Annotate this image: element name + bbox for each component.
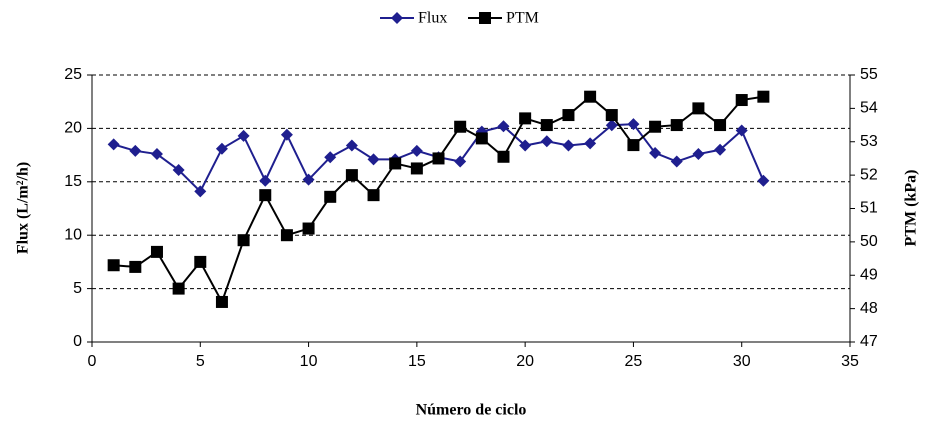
- marker: [107, 138, 120, 151]
- legend-marker: [479, 12, 491, 24]
- marker: [540, 119, 553, 132]
- y2-tick-label: 50: [860, 233, 878, 250]
- y-tick-label: 25: [64, 66, 82, 83]
- x-tick-label: 35: [841, 353, 859, 370]
- y2-tick-label: 52: [860, 166, 878, 183]
- marker: [172, 282, 185, 295]
- marker: [324, 190, 337, 203]
- marker: [605, 119, 618, 132]
- marker: [215, 142, 228, 155]
- marker: [302, 173, 315, 186]
- marker: [237, 234, 250, 247]
- marker: [562, 139, 575, 152]
- y-tick-label: 15: [64, 173, 82, 190]
- marker: [627, 139, 640, 152]
- y2-tick-label: 47: [860, 333, 878, 350]
- x-tick-label: 10: [300, 353, 318, 370]
- marker: [129, 144, 142, 157]
- marker: [454, 155, 467, 168]
- y-tick-label: 0: [73, 333, 82, 350]
- x-tick-label: 15: [408, 353, 426, 370]
- marker: [692, 102, 705, 115]
- y2-tick-label: 55: [860, 66, 878, 83]
- marker: [172, 164, 185, 177]
- x-tick-label: 30: [733, 353, 751, 370]
- marker: [692, 148, 705, 161]
- marker: [649, 146, 662, 159]
- marker: [714, 143, 727, 156]
- y2-tick-label: 51: [860, 200, 878, 217]
- marker: [280, 128, 293, 141]
- marker: [259, 174, 272, 187]
- marker: [345, 139, 358, 152]
- marker: [454, 120, 467, 133]
- y2-axis-label: PTM (kPa): [903, 170, 920, 247]
- marker: [735, 124, 748, 137]
- marker: [194, 185, 207, 198]
- marker: [302, 222, 315, 235]
- marker: [605, 109, 618, 122]
- marker: [584, 90, 597, 103]
- marker: [150, 245, 163, 258]
- marker: [584, 137, 597, 150]
- y-axis-label: Flux (L/m²/h): [15, 162, 32, 254]
- y2-tick-label: 53: [860, 133, 878, 150]
- y2-tick-label: 54: [860, 100, 878, 117]
- marker: [757, 174, 770, 187]
- marker: [497, 120, 510, 133]
- marker: [410, 162, 423, 175]
- legend-label: Flux: [418, 10, 447, 27]
- marker: [367, 189, 380, 202]
- marker: [519, 139, 532, 152]
- marker: [757, 90, 770, 103]
- marker: [389, 157, 402, 170]
- marker: [670, 119, 683, 132]
- marker: [670, 155, 683, 168]
- marker: [475, 132, 488, 145]
- marker: [324, 151, 337, 164]
- x-tick-label: 25: [625, 353, 643, 370]
- marker: [345, 169, 358, 182]
- y-tick-label: 5: [73, 280, 82, 297]
- marker: [215, 295, 228, 308]
- marker: [150, 148, 163, 161]
- marker: [259, 189, 272, 202]
- marker: [194, 255, 207, 268]
- marker: [627, 118, 640, 131]
- marker: [519, 112, 532, 125]
- marker: [129, 260, 142, 273]
- x-tick-label: 20: [516, 353, 534, 370]
- marker: [649, 120, 662, 133]
- marker: [497, 150, 510, 163]
- series-line: [113, 95, 764, 305]
- x-tick-label: 5: [196, 353, 205, 370]
- marker: [410, 144, 423, 157]
- y2-tick-label: 48: [860, 300, 878, 317]
- marker: [714, 119, 727, 132]
- marker: [432, 152, 445, 165]
- marker: [280, 229, 293, 242]
- y2-tick-label: 49: [860, 266, 878, 283]
- y-tick-label: 10: [64, 226, 82, 243]
- y-tick-label: 20: [64, 120, 82, 137]
- marker: [237, 129, 250, 142]
- marker: [367, 153, 380, 166]
- marker: [562, 109, 575, 122]
- legend-label: PTM: [506, 10, 539, 27]
- marker: [107, 259, 120, 272]
- legend-marker: [391, 12, 403, 24]
- x-axis-label: Número de ciclo: [416, 402, 527, 419]
- marker: [735, 94, 748, 107]
- x-tick-label: 0: [88, 353, 97, 370]
- marker: [540, 135, 553, 148]
